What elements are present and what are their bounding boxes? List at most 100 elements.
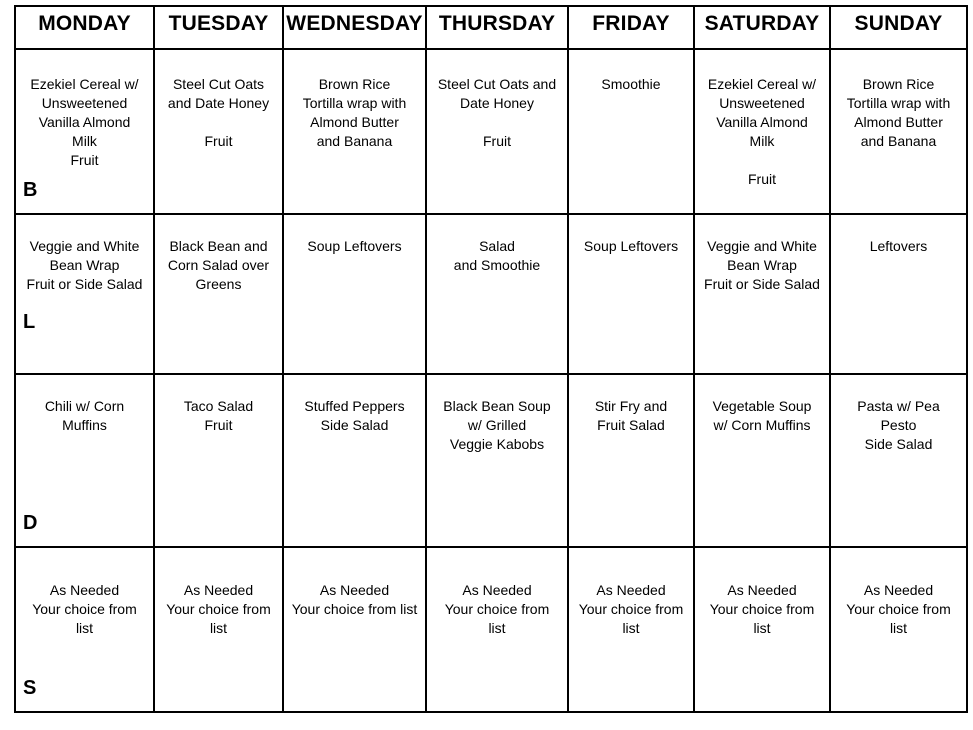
meal-text-line: Veggie and White bbox=[707, 238, 817, 254]
meal-text: Salad and Smoothie bbox=[430, 237, 564, 275]
meal-text-line: Fruit bbox=[204, 417, 233, 433]
day-header-row: MONDAY TUESDAY WEDNESDAY THURSDAY FRIDAY… bbox=[14, 5, 968, 50]
meal-text: As Needed Your choice from list bbox=[698, 581, 826, 638]
meal-text-line: list bbox=[209, 620, 228, 636]
meal-text-line: As Needed bbox=[462, 582, 532, 598]
meal-text-line: Pesto bbox=[880, 417, 917, 433]
meal-text-line: Fruit Salad bbox=[597, 417, 665, 433]
meal-text-line: Milk bbox=[749, 133, 775, 149]
meal-text-line: Your choice from bbox=[32, 601, 137, 617]
meal-text-line bbox=[430, 113, 564, 132]
meal-text: Taco Salad Fruit bbox=[158, 397, 279, 435]
meal-text-line: Fruit bbox=[204, 133, 233, 149]
meal-text-line: Your choice from bbox=[444, 601, 550, 617]
meal-text: Ezekiel Cereal w/Unsweetened Vanilla Almo… bbox=[698, 75, 826, 189]
meal-text-line: Chili w/ Corn bbox=[44, 398, 125, 414]
meal-cell-d-sunday: Pasta w/ Pea Pesto Side Salad bbox=[829, 373, 968, 548]
meal-cell-s-tuesday: As Needed Your choice from list bbox=[153, 546, 284, 713]
meal-text-line: w/ Corn Muffins bbox=[713, 417, 811, 433]
meal-text: Brown Rice Tortilla wrap with Almond Butte… bbox=[287, 75, 422, 151]
meal-text-line: As Needed bbox=[727, 582, 797, 598]
weekly-meal-plan-table: MONDAY TUESDAY WEDNESDAY THURSDAY FRIDAY… bbox=[14, 5, 968, 713]
meal-text-line: Fruit or Side Salad bbox=[26, 276, 143, 292]
meal-text: Stir Fry and Fruit Salad bbox=[572, 397, 690, 435]
meal-text: As Needed Your choice from list bbox=[572, 581, 690, 638]
meal-text: Black Bean and Corn Salad over Greens bbox=[158, 237, 279, 294]
day-header-friday: FRIDAY bbox=[567, 5, 695, 50]
meal-cell-b-tuesday: Steel Cut Oats and Date Honey Fruit bbox=[153, 48, 284, 215]
meal-cell-l-monday: Veggie and White Bean Wrap Fruit or Side S… bbox=[14, 213, 155, 375]
meal-text-line: and Banana bbox=[860, 133, 937, 149]
meal-cell-s-monday: As Needed Your choice from list S bbox=[14, 546, 155, 713]
meal-text-line: As Needed bbox=[183, 582, 254, 598]
meal-text: Stuffed Peppers Side Salad bbox=[287, 397, 422, 435]
meal-text-line: Unsweetened bbox=[719, 95, 805, 111]
meal-text-line: Fruit or Side Salad bbox=[704, 276, 820, 292]
day-header-monday: MONDAY bbox=[14, 5, 155, 50]
meal-text-line: Steel Cut Oats bbox=[172, 76, 265, 92]
meal-text-line: Pasta w/ Pea bbox=[857, 398, 940, 414]
day-header-wednesday: WEDNESDAY bbox=[282, 5, 427, 50]
meal-text-line: and Date Honey bbox=[167, 95, 270, 111]
day-header-sunday: SUNDAY bbox=[829, 5, 968, 50]
meal-text-line: Tortilla wrap with bbox=[302, 95, 407, 111]
meal-cell-b-monday: Ezekiel Cereal w/Unsweetened Vanilla Almo… bbox=[14, 48, 155, 215]
meal-text-line: Soup Leftovers bbox=[307, 238, 402, 254]
day-header-thursday: THURSDAY bbox=[425, 5, 569, 50]
meal-text-line bbox=[698, 151, 826, 170]
meal-text-line: Greens bbox=[195, 276, 242, 292]
meal-cell-l-saturday: Veggie and White Bean Wrap Fruit or Side S… bbox=[693, 213, 831, 375]
meal-text-line: Muffins bbox=[62, 417, 107, 433]
meal-text-line: Bean Wrap bbox=[727, 257, 797, 273]
meal-text-line: Almond Butter bbox=[854, 114, 943, 130]
meal-cell-d-friday: Stir Fry and Fruit Salad bbox=[567, 373, 695, 548]
meal-cell-s-friday: As Needed Your choice from list bbox=[567, 546, 695, 713]
meal-text-line: list bbox=[889, 620, 908, 636]
meal-text-line: Fruit bbox=[748, 171, 776, 187]
meal-text: As Needed Your choice from list bbox=[19, 581, 150, 638]
meal-text-line: As Needed bbox=[863, 582, 934, 598]
meal-text: Smoothie bbox=[572, 75, 690, 94]
meal-row-l: Veggie and White Bean Wrap Fruit or Side S… bbox=[14, 213, 968, 375]
meal-text-line: list bbox=[75, 620, 94, 636]
meal-text-line: Smoothie bbox=[601, 76, 661, 92]
meal-table-body: Ezekiel Cereal w/Unsweetened Vanilla Almo… bbox=[14, 48, 968, 713]
meal-text-line bbox=[158, 113, 279, 132]
meal-cell-l-tuesday: Black Bean and Corn Salad over Greens bbox=[153, 213, 284, 375]
meal-row-label-b: B bbox=[23, 179, 38, 201]
meal-text-line: Your choice from list bbox=[291, 601, 418, 617]
meal-cell-s-saturday: As Needed Your choice from list bbox=[693, 546, 831, 713]
meal-text: Steel Cut Oats and Date Honey Fruit bbox=[430, 75, 564, 151]
meal-text: Leftovers bbox=[834, 237, 963, 256]
meal-text: As Needed Your choice from list bbox=[287, 581, 422, 619]
meal-text: Veggie and White Bean Wrap Fruit or Side S… bbox=[19, 237, 150, 294]
meal-text-line: w/ Grilled bbox=[467, 417, 527, 433]
meal-text-line: list bbox=[488, 620, 506, 636]
meal-cell-b-sunday: Brown Rice Tortilla wrap with Almond Butte… bbox=[829, 48, 968, 215]
meal-text: As Needed Your choice from list bbox=[430, 581, 564, 638]
meal-text: Brown Rice Tortilla wrap with Almond Butte… bbox=[834, 75, 963, 151]
meal-text-line: Vegetable Soup bbox=[712, 398, 812, 414]
meal-text: Soup Leftovers bbox=[287, 237, 422, 256]
meal-text: As Needed Your choice from list bbox=[158, 581, 279, 638]
meal-row-s: As Needed Your choice from list S As Needed Y… bbox=[14, 546, 968, 713]
meal-text-line: Veggie and White bbox=[29, 238, 140, 254]
meal-text-line: As Needed bbox=[596, 582, 666, 598]
meal-text-line: Fruit bbox=[70, 152, 99, 168]
meal-text-line: Leftovers bbox=[869, 238, 928, 254]
meal-text-line: Corn Salad over bbox=[167, 257, 270, 273]
meal-text: Soup Leftovers bbox=[572, 237, 690, 256]
meal-cell-b-thursday: Steel Cut Oats and Date Honey Fruit bbox=[425, 48, 569, 215]
meal-text: Black Bean Soup w/ Grilled Veggie Kabobs bbox=[430, 397, 564, 454]
meal-text-line: Bean Wrap bbox=[49, 257, 120, 273]
meal-text-line: Steel Cut Oats and bbox=[437, 76, 557, 92]
meal-cell-d-wednesday: Stuffed Peppers Side Salad bbox=[282, 373, 427, 548]
meal-text-line: Vanilla Almond bbox=[38, 114, 131, 130]
meal-text-line: Soup Leftovers bbox=[583, 238, 679, 254]
meal-row-d: Chili w/ Corn Muffins D Taco Salad Fruit Stuf… bbox=[14, 373, 968, 548]
meal-text-line: Side Salad bbox=[864, 436, 933, 452]
meal-text-line: Your choice from bbox=[709, 601, 815, 617]
meal-text-line: Your choice from bbox=[846, 601, 951, 617]
day-header-saturday: SATURDAY bbox=[693, 5, 831, 50]
